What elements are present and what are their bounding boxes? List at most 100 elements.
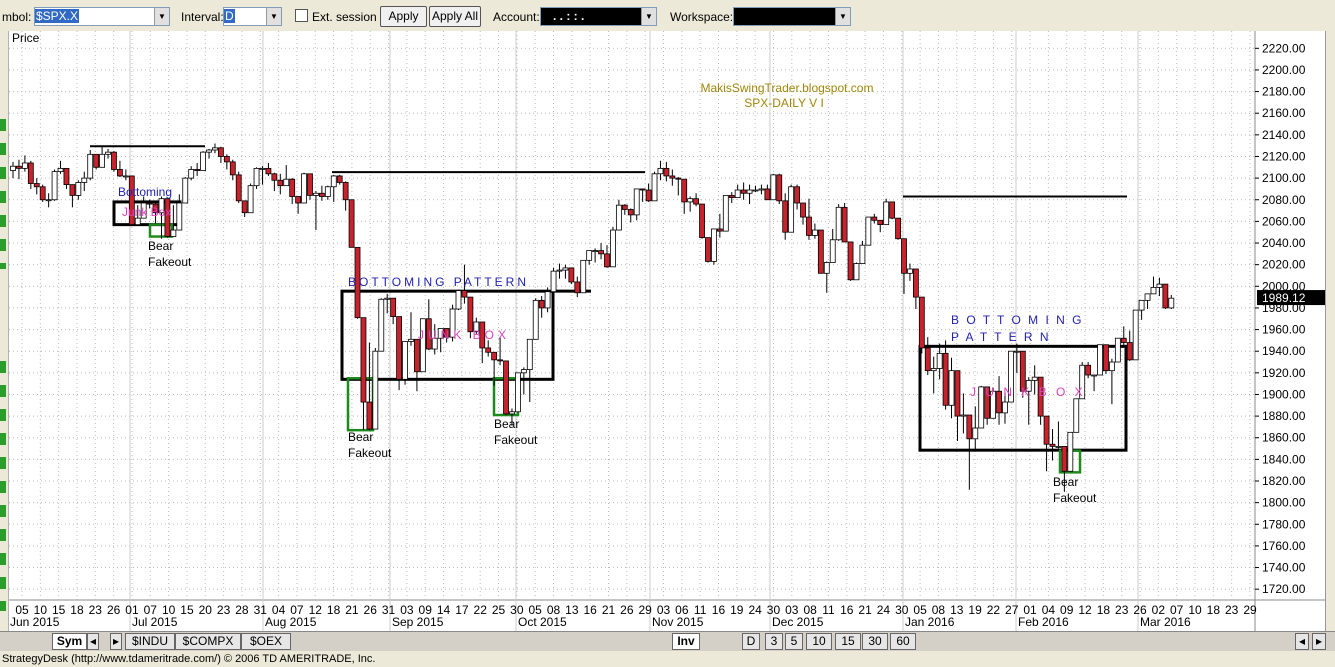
candle-body — [515, 372, 521, 413]
candle-body — [461, 290, 468, 298]
chart-background — [9, 31, 1325, 631]
candle-body — [1091, 374, 1097, 377]
dropdown-arrow[interactable]: ▼ — [835, 8, 850, 25]
candle-body — [443, 328, 450, 338]
candle-body — [63, 167, 70, 186]
candle-body — [972, 427, 979, 440]
candle-body — [1085, 364, 1092, 376]
interval-tab[interactable]: D — [742, 633, 760, 650]
x-tick-label: 13 — [565, 603, 579, 617]
y-tick-label: 1940.00 — [1262, 344, 1306, 358]
annotation: Junk Box — [122, 205, 171, 219]
annotation: P A T T E R N — [951, 330, 1051, 344]
candle-body — [794, 186, 800, 204]
candle-body — [259, 167, 266, 170]
symbol-tab[interactable]: $COMPX — [175, 633, 241, 650]
candle-body — [598, 250, 604, 255]
candle-body — [1031, 376, 1038, 381]
y-tick-label: 1960.00 — [1262, 323, 1306, 337]
status-bar: StrategyDesk (http://www.tdameritrade.co… — [0, 651, 1335, 667]
dropdown-arrow[interactable]: ▼ — [154, 8, 169, 25]
account-input[interactable]: . . : : . ▼ — [540, 7, 657, 26]
interval-tab[interactable]: 15 — [835, 633, 861, 650]
y-tick-label: 1800.00 — [1262, 496, 1306, 510]
candle-body — [229, 161, 236, 176]
candle-body — [479, 321, 486, 349]
candle-body — [592, 250, 599, 252]
workspace-input[interactable]: ▼ — [733, 7, 851, 26]
x-tick-label: 26 — [1133, 603, 1147, 617]
candle-body — [271, 173, 278, 181]
apply-button[interactable]: Apply — [380, 6, 427, 27]
scroll-right[interactable]: ▸ — [1312, 633, 1326, 650]
inv-tab[interactable]: Inv — [672, 633, 700, 650]
candle-body — [449, 308, 456, 338]
candle-body — [806, 216, 812, 236]
candle-body — [633, 188, 640, 216]
candle-body — [485, 347, 492, 353]
candle-body — [1073, 398, 1080, 433]
candle-body — [170, 229, 177, 237]
candle-body — [289, 178, 296, 197]
candle-body — [16, 165, 22, 169]
x-tick-label: 29 — [1243, 603, 1257, 617]
symbol-tab[interactable]: $INDU — [125, 633, 175, 650]
interval-label: Interval: — [181, 10, 224, 24]
interval-value: D — [224, 9, 235, 23]
tool-icons[interactable] — [0, 361, 6, 611]
scroll-left[interactable]: ◂ — [87, 633, 99, 650]
ext-session-checkbox[interactable] — [295, 9, 308, 22]
chart: Price MakisSwingTrader.blogspot.com SPX-… — [8, 31, 1325, 631]
y-tick-label: 2200.00 — [1262, 63, 1306, 77]
candle-body — [544, 291, 551, 309]
candle-body — [883, 201, 890, 226]
candle-body — [313, 192, 319, 196]
candle-body — [699, 203, 705, 239]
candle-body — [1126, 342, 1133, 361]
candle-body — [669, 175, 676, 179]
x-tick-label: 16 — [712, 603, 726, 617]
y-tick-label: 2160.00 — [1262, 106, 1306, 120]
interval-tab[interactable]: 3 — [765, 633, 783, 650]
dropdown-arrow[interactable]: ▼ — [266, 8, 281, 25]
interval-tab[interactable]: 5 — [785, 633, 803, 650]
tool-icons[interactable] — [0, 119, 6, 269]
x-month-label: Aug 2015 — [265, 615, 317, 629]
x-tick-label: 12 — [309, 603, 323, 617]
candle-body — [414, 338, 420, 373]
candle-body — [503, 360, 509, 415]
x-tick-label: 19 — [968, 603, 982, 617]
candle-body — [1002, 401, 1008, 414]
candle-body — [1019, 350, 1026, 392]
candle-body — [1109, 361, 1115, 372]
candle-body — [639, 188, 646, 191]
candle-body — [99, 153, 105, 168]
candle-body — [1079, 364, 1086, 400]
dropdown-arrow[interactable]: ▼ — [641, 8, 656, 25]
x-tick-label: 26 — [364, 603, 378, 617]
interval-input[interactable]: D ▼ — [223, 7, 282, 26]
y-tick-label: 1820.00 — [1262, 474, 1306, 488]
candle-body — [663, 167, 670, 177]
candle-body — [1025, 380, 1032, 392]
sym-tab[interactable]: Sym — [52, 633, 87, 650]
candle-body — [1144, 293, 1151, 301]
candle-body — [538, 299, 545, 309]
scroll-left[interactable]: ◂ — [1295, 633, 1309, 650]
symbol-tab[interactable]: $OEX — [241, 633, 291, 650]
x-tick-label: 16 — [840, 603, 854, 617]
candle-body — [69, 184, 76, 196]
apply-all-button[interactable]: Apply All — [429, 6, 481, 27]
interval-tab[interactable]: 30 — [862, 633, 888, 650]
interval-tab[interactable]: 10 — [806, 633, 832, 650]
symbol-value: $SPX.X — [35, 9, 80, 23]
y-tick-label: 2040.00 — [1262, 236, 1306, 250]
symbol-input[interactable]: $SPX.X ▼ — [34, 7, 170, 26]
x-month-label: Jan 2016 — [905, 615, 955, 629]
candle-body — [122, 175, 129, 178]
candle-body — [1037, 376, 1044, 417]
interval-tab[interactable]: 60 — [890, 633, 916, 650]
scroll-right[interactable]: ▸ — [110, 633, 122, 650]
candle-body — [265, 167, 272, 175]
